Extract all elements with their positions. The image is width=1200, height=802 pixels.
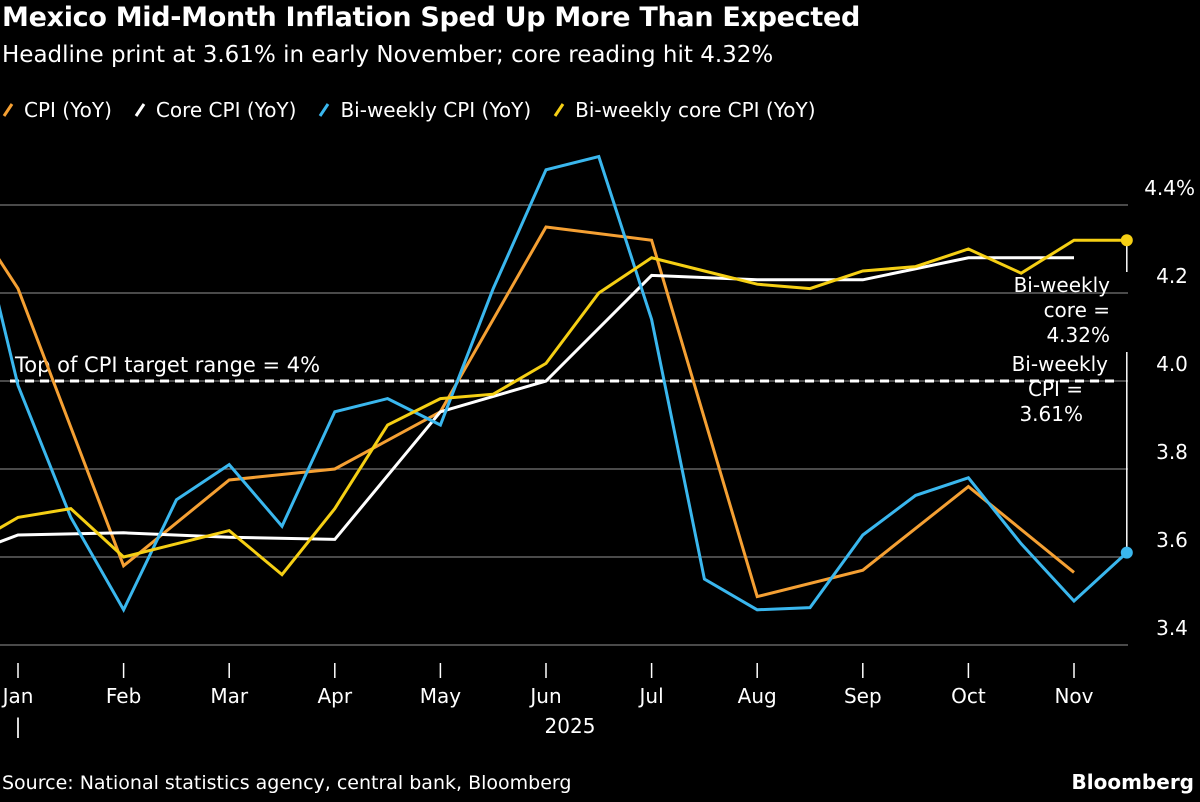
y-tick-label: 3.6 <box>1156 528 1188 552</box>
year-separator: | <box>15 714 22 738</box>
y-tick-label: 4.0 <box>1156 352 1188 376</box>
annotation-label: 3.61% <box>1019 402 1083 426</box>
x-axis: Jan Feb Mar Apr May Jun Jul Aug Sep Oct Nov | 2025 <box>1 663 1094 738</box>
y-tick-label: 4.2 <box>1156 264 1188 288</box>
x-tick-label: Mar <box>210 684 249 708</box>
bloomberg-logo: Bloomberg <box>1071 770 1194 794</box>
series-endpoint-dot <box>1120 234 1133 247</box>
series-line-biweekly-cpi <box>0 154 1128 614</box>
series-endpoint-dot <box>1120 546 1133 559</box>
x-tick-label: Jul <box>638 684 664 708</box>
series-line-core-cpi <box>0 256 1074 544</box>
legend-item-biweekly-cpi: Bi-weekly CPI (YoY) <box>318 98 531 122</box>
x-tick-label: Jun <box>528 684 561 708</box>
legend-swatch-cpi-icon <box>2 103 14 117</box>
x-tick-label: Nov <box>1054 684 1093 708</box>
source-note: Source: National statistics agency, cent… <box>2 772 572 794</box>
series-lines <box>0 154 1128 614</box>
x-tick-label: Feb <box>106 684 141 708</box>
y-tick-label: 3.8 <box>1156 440 1188 464</box>
legend-swatch-biweekly-core-cpi-icon <box>553 103 565 117</box>
chart-subtitle: Headline print at 3.61% in early Novembe… <box>2 42 774 68</box>
legend-label: CPI (YoY) <box>24 98 112 122</box>
x-tick-label: Apr <box>317 684 352 708</box>
x-tick-label: Sep <box>844 684 882 708</box>
y-tick-label: 3.4 <box>1156 616 1188 640</box>
target-range-label: Top of CPI target range = 4% <box>14 353 320 377</box>
y-tick-label: 4.4% <box>1144 176 1195 200</box>
x-tick-label: Oct <box>951 684 986 708</box>
legend-label: Core CPI (YoY) <box>155 98 297 122</box>
x-tick-label: Jan <box>1 684 34 708</box>
gridlines <box>0 204 1128 646</box>
legend-item-core-cpi: Core CPI (YoY) <box>134 98 297 122</box>
annotation-label: Bi-weekly <box>1012 352 1109 376</box>
legend-item-cpi: CPI (YoY) <box>2 98 112 122</box>
legend-label: Bi-weekly CPI (YoY) <box>340 98 532 122</box>
annotation-label: 4.32% <box>1046 323 1110 347</box>
annotation-label: Bi-weekly <box>1014 273 1111 297</box>
reference-line: Top of CPI target range = 4% <box>10 353 1120 383</box>
chart-title: Mexico Mid-Month Inflation Sped Up More … <box>2 2 860 33</box>
legend: CPI (YoY) Core CPI (YoY) Bi-weekly CPI (… <box>2 98 816 122</box>
x-tick-label: Aug <box>738 684 777 708</box>
annotation-label: core = <box>1044 298 1110 322</box>
legend-swatch-core-cpi-icon <box>134 103 146 117</box>
x-axis-year-label: 2025 <box>545 714 596 738</box>
legend-swatch-biweekly-cpi-icon <box>319 103 330 117</box>
series-line-biweekly-core-cpi <box>0 238 1127 577</box>
x-tick-label: May <box>420 684 462 708</box>
series-line-cpi <box>0 225 1075 599</box>
annotation-label: CPI = <box>1028 377 1083 401</box>
y-axis: 4.4% 4.2 4.0 3.8 3.6 3.4 <box>1144 176 1195 640</box>
legend-item-biweekly-core-cpi: Bi-weekly core CPI (YoY) <box>553 98 816 122</box>
legend-label: Bi-weekly core CPI (YoY) <box>575 98 816 122</box>
